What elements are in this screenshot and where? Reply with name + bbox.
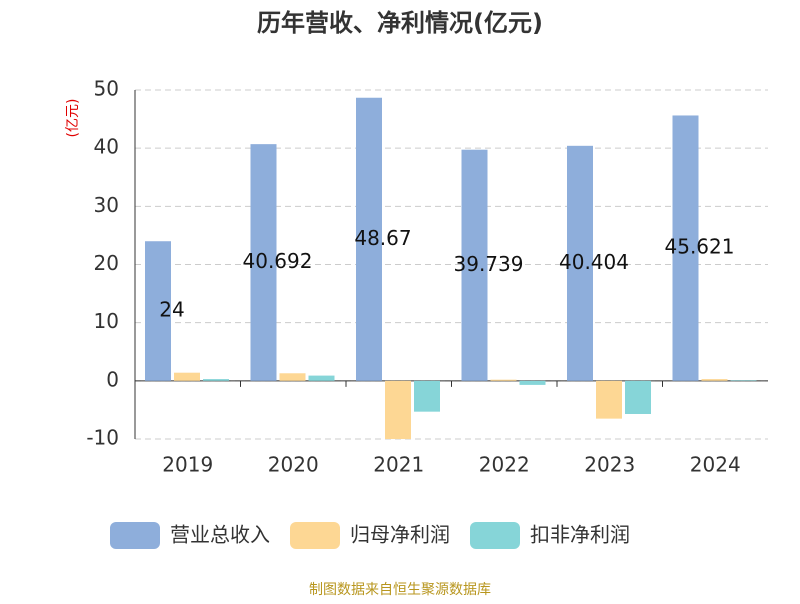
y-tick-label: 0: [106, 367, 119, 391]
bar: [519, 380, 546, 385]
bar: [461, 149, 488, 381]
x-tick-label: 2024: [690, 453, 741, 477]
y-tick-label: 50: [94, 77, 119, 101]
value-label: 40.404: [559, 250, 629, 274]
bar: [490, 379, 517, 381]
y-axis-label: (亿元): [65, 99, 81, 138]
x-tick-label: 2020: [268, 453, 319, 477]
bar: [385, 380, 411, 439]
legend-swatch: [470, 522, 520, 549]
bar: [250, 144, 277, 381]
bar: [203, 379, 229, 381]
y-tick-label: 10: [94, 309, 119, 333]
x-tick-label: 2021: [373, 453, 424, 477]
legend-label: 营业总收入: [170, 523, 270, 547]
bar: [308, 375, 335, 381]
legend-label: 归母净利润: [350, 523, 450, 547]
bar: [356, 97, 382, 381]
bar: [672, 115, 699, 381]
value-label: 48.67: [354, 226, 411, 250]
chart-title: 历年营收、净利情况(亿元): [257, 9, 543, 37]
x-tick-label: 2019: [162, 453, 213, 477]
value-label: 45.621: [665, 235, 735, 259]
bar: [701, 379, 728, 381]
bar: [145, 241, 171, 381]
bar: [567, 145, 593, 381]
value-label: 39.739: [454, 252, 524, 276]
bar: [414, 380, 440, 412]
legend-swatch: [110, 522, 160, 549]
bar: [730, 380, 757, 381]
legend-swatch: [290, 522, 340, 549]
bar: [279, 373, 306, 381]
legend-label: 扣非净利润: [530, 523, 630, 547]
y-tick-label: -10: [86, 426, 119, 450]
value-label: 40.692: [243, 249, 313, 273]
y-tick-label: 40: [94, 135, 119, 159]
bar: [596, 380, 622, 419]
source-note: 制图数据来自恒生聚源数据库: [309, 582, 491, 598]
value-label: 24: [159, 298, 184, 322]
y-tick-label: 30: [94, 193, 119, 217]
bar: [625, 380, 651, 414]
x-tick-label: 2023: [584, 453, 635, 477]
bar: [174, 372, 200, 381]
x-tick-label: 2022: [479, 453, 530, 477]
y-tick-label: 20: [94, 251, 119, 275]
